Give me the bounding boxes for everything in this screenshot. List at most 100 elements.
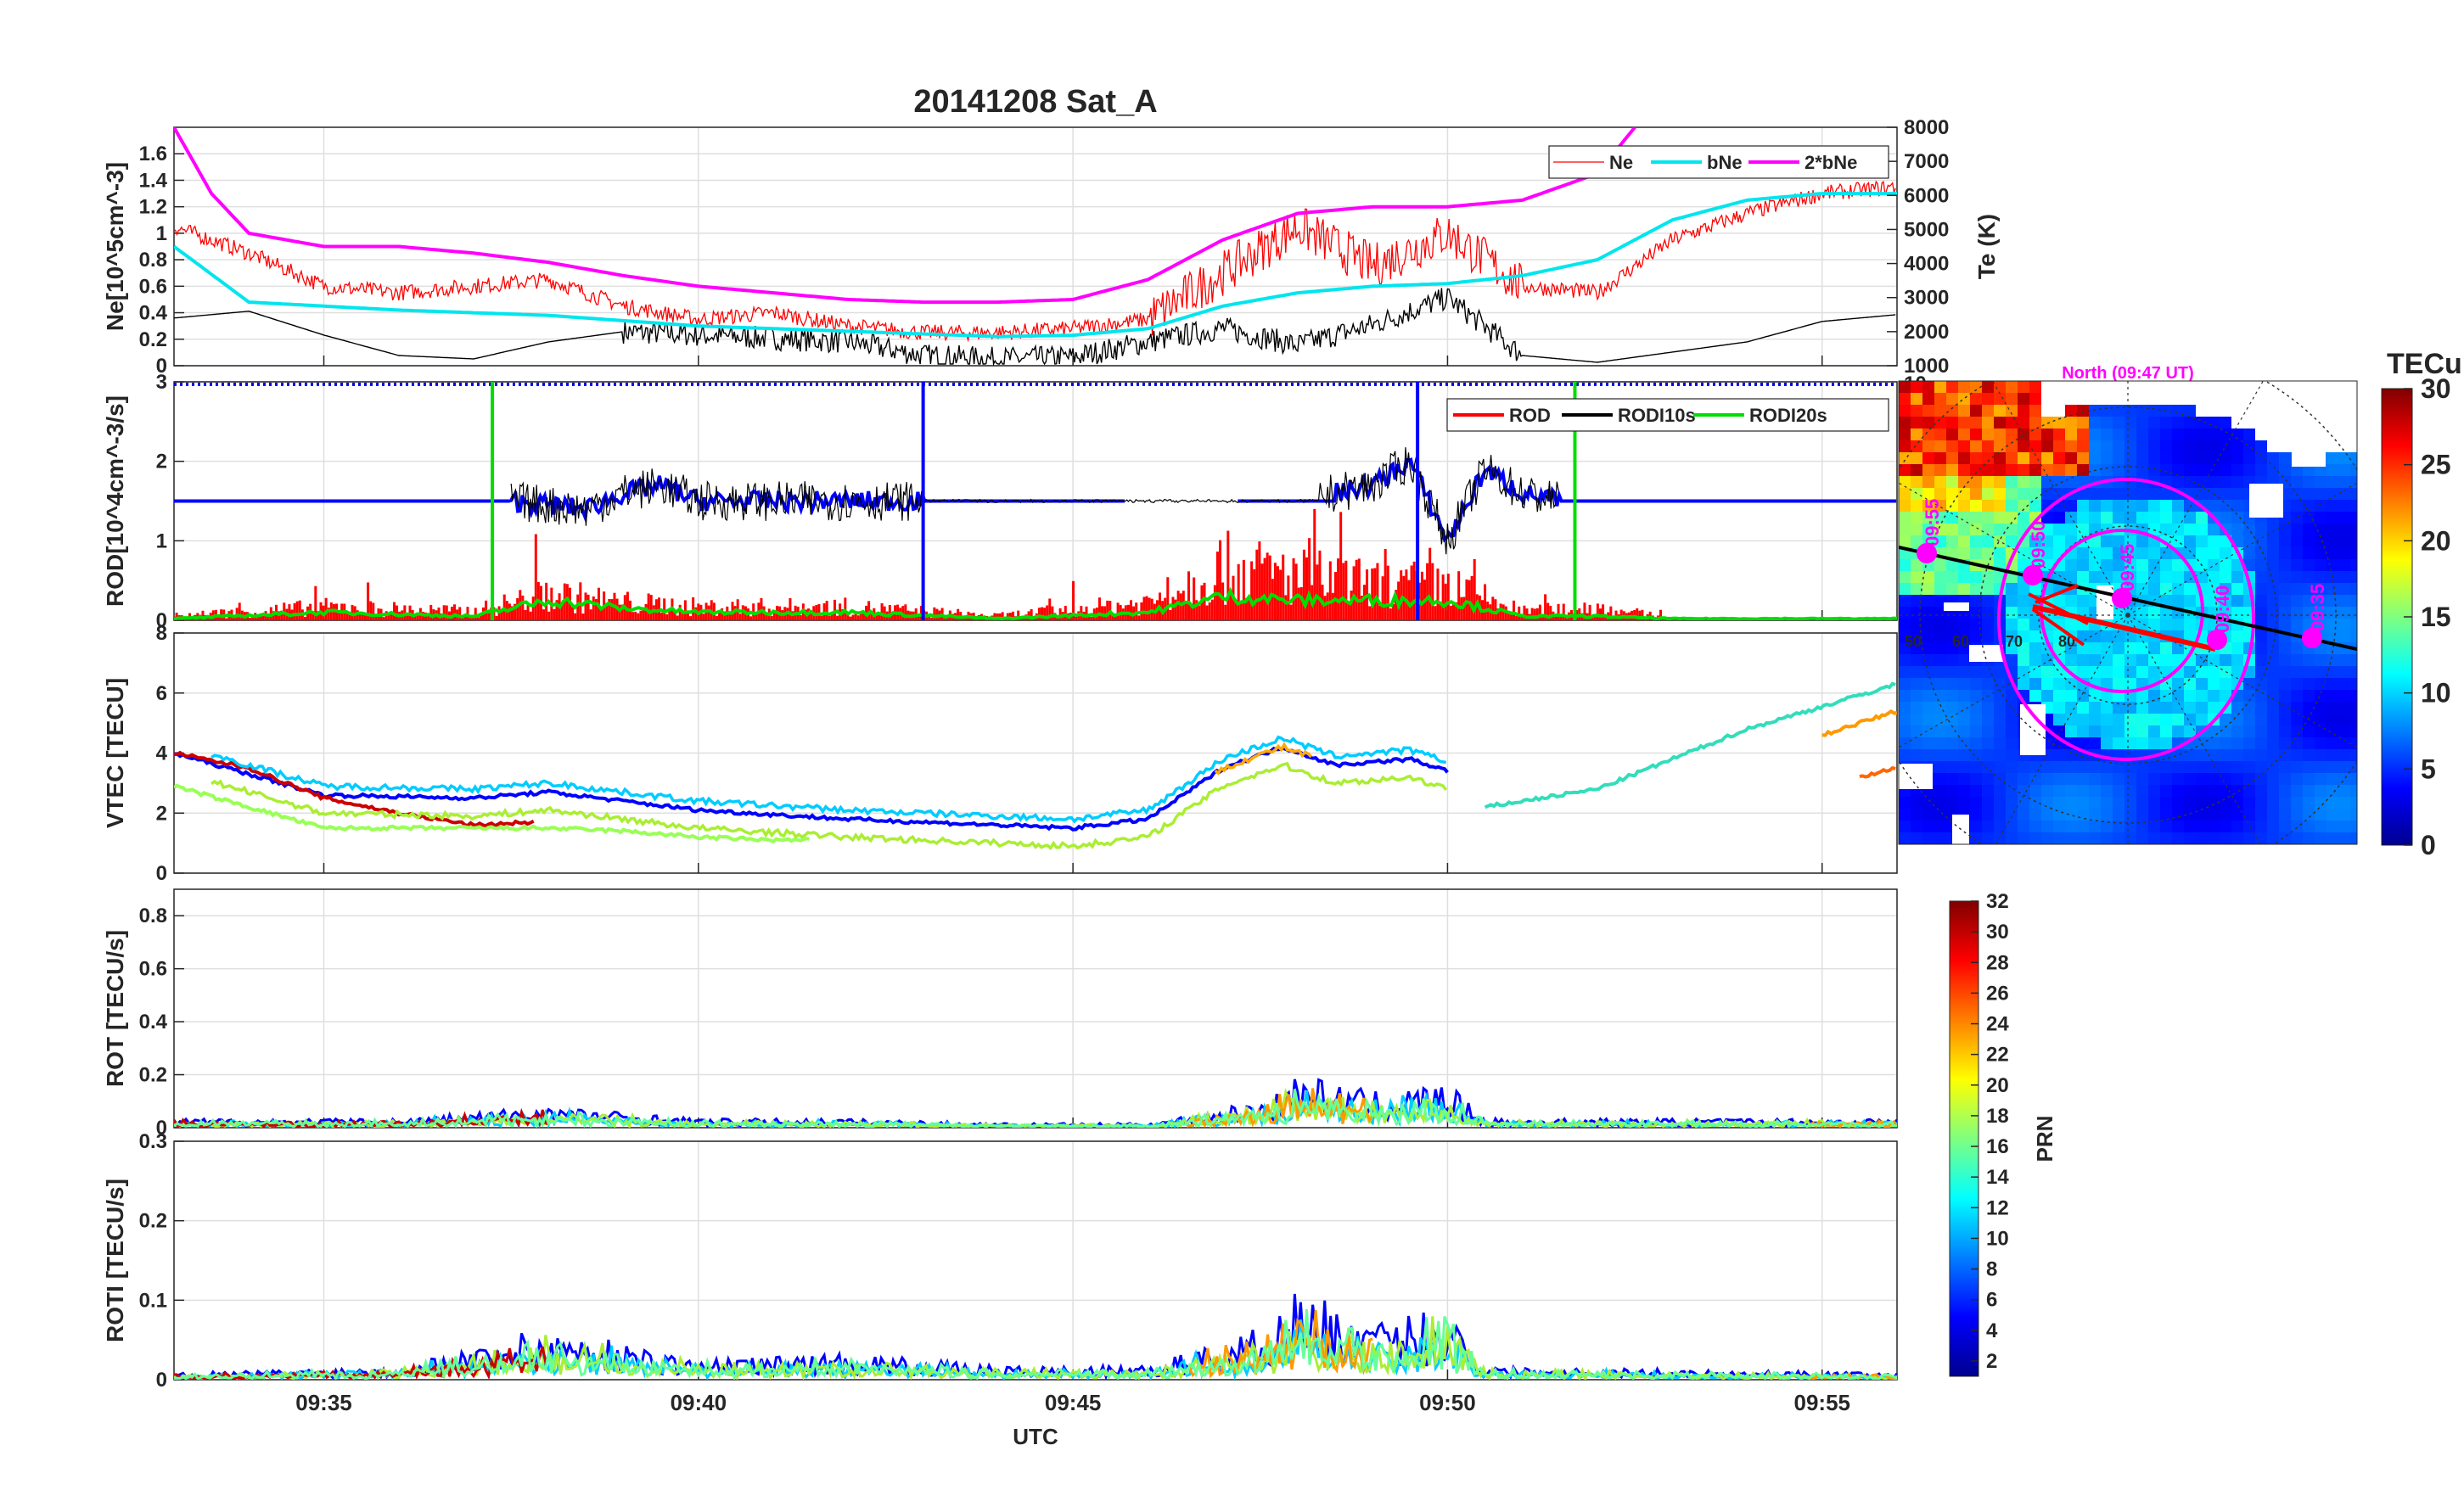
series-bne: [174, 192, 1897, 339]
panel-ne: 0 0.2 0.4 0.6 0.8 1 1.2 1.4 1.6 Ne[10^5cm^-3] 1000…: [102, 116, 2000, 378]
legend-item: bNe: [1707, 152, 1743, 173]
y-tick-label: 1: [156, 529, 167, 552]
series-ne: [174, 180, 1896, 343]
y-tick-label: 1.4: [139, 169, 168, 192]
y-tick-label: 1.6: [139, 143, 167, 165]
legend-rod: ROD RODI10s RODI20s: [1446, 398, 1889, 432]
y-tick-label: 0: [156, 1369, 167, 1392]
map-title: North (09:47 UT): [2062, 364, 2194, 383]
y2-tick-label: 7000: [1904, 150, 1949, 173]
track-marker: [2302, 628, 2322, 648]
panel-rot: 0 0.2 0.4 0.6 0.8 ROT [TECU/s]: [102, 888, 1898, 1140]
y-axis-label-rod: ROD[10^4cm^-3/s]: [102, 395, 128, 607]
tecu-colorbar-title: TECu: [2387, 348, 2462, 380]
prn-tick-label: 16: [1986, 1135, 2009, 1158]
x-tick-label: 09:50: [1419, 1390, 1476, 1415]
y-tick-label: 1.2: [139, 196, 167, 219]
prn-tick-label: 28: [1986, 951, 2009, 974]
y-axis-label-ne: Ne[10^5cm^-3]: [102, 162, 128, 331]
prn-colorbar-label: PRN: [2032, 1116, 2057, 1162]
y-tick-label: 0.6: [139, 275, 167, 298]
y-tick-label: 0: [156, 862, 167, 885]
series-vtec: [174, 783, 810, 844]
y-tick-label: 0: [156, 355, 167, 378]
prn-tick-label: 18: [1986, 1105, 2009, 1128]
y2-tick-label: 2000: [1904, 321, 1949, 344]
prn-tick-label: 12: [1986, 1196, 2009, 1219]
panel-roti: 0 0.1 0.2 0.3 ROTI [TECU/s]: [102, 1130, 1898, 1392]
y-tick-label: 2: [156, 802, 167, 825]
y-tick-label: 0.4: [139, 302, 168, 325]
prn-tick-label: 24: [1986, 1013, 2009, 1036]
tecu-tick-label: 15: [2421, 602, 2451, 632]
tecu-tick-label: 25: [2421, 450, 2451, 480]
x-tick-label: 09:55: [1793, 1390, 1850, 1415]
prn-tick-label: 14: [1986, 1166, 2009, 1189]
track-marker: [1917, 543, 1937, 563]
x-axis-label: UTC: [1013, 1424, 1058, 1449]
y-tick-label: 4: [156, 742, 168, 765]
prn-tick-label: 4: [1986, 1319, 1998, 1342]
legend-item: ROD: [1509, 405, 1551, 426]
legend-item: RODI10s: [1618, 405, 1696, 426]
y2-tick-label: 4000: [1904, 253, 1949, 276]
prn-tick-label: 6: [1986, 1289, 1997, 1312]
series-rot: [174, 1309, 1897, 1380]
series-vtec: [1821, 709, 1897, 737]
lat-label: 70: [2006, 633, 2023, 650]
series-rot: [1187, 1309, 1373, 1379]
y2-tick-label: 8000: [1904, 116, 1949, 139]
lat-label: 60: [1952, 633, 1969, 650]
y-axis-label-roti: ROTI [TECU/s]: [102, 1179, 128, 1342]
series-rot: [1186, 1088, 1374, 1128]
legend-ne: Ne bNe 2*bNe: [1548, 145, 1889, 179]
y-tick-label: 0.3: [139, 1130, 167, 1153]
track-marker: [2023, 565, 2043, 585]
x-tick-label: 09:35: [295, 1390, 352, 1415]
series-vtec: [1859, 765, 1896, 779]
y2-tick-label: 5000: [1904, 218, 1949, 241]
panel-vtec: 0 2 4 6 8 VTEC [TECU]: [102, 622, 1898, 885]
track-time-label: 09:55: [1922, 499, 1943, 546]
series-rodi20s: [174, 586, 1897, 620]
track-time-label: 09:45: [2117, 544, 2138, 591]
y-tick-label: 8: [156, 622, 167, 645]
legend-item: RODI20s: [1749, 405, 1827, 426]
y-axis-label-vtec: VTEC [TECU]: [102, 678, 128, 828]
tecu-tick-label: 20: [2421, 525, 2451, 556]
y-tick-label: 0.6: [139, 958, 167, 981]
series-vtec: [210, 735, 1446, 824]
track-marker: [2112, 588, 2132, 608]
y-tick-label: 6: [156, 682, 167, 705]
y-tick-label: 0.2: [139, 1064, 167, 1087]
y2-tick-label: 6000: [1904, 184, 1949, 207]
track-marker: [2207, 630, 2227, 650]
series-2bne: [174, 127, 1636, 305]
lat-label: 50: [1905, 633, 1922, 650]
series-vtec: [210, 762, 1448, 851]
y-tick-label: 3: [156, 371, 167, 394]
y-tick-label: 0: [156, 1117, 167, 1140]
series-vtec: [1484, 681, 1896, 809]
tecu-tick-label: 0: [2421, 830, 2436, 860]
y-tick-label: 0.2: [139, 1210, 167, 1233]
panel-frame: [173, 888, 1898, 1129]
track-segment: [2032, 604, 2216, 652]
prn-tick-label: 2: [1986, 1350, 1997, 1373]
tecu-tick-label: 5: [2421, 753, 2436, 784]
track-time-label: 09:35: [2307, 584, 2328, 631]
legend-item: Ne: [1609, 152, 1633, 173]
x-tick-label: 09:45: [1045, 1390, 1102, 1415]
prn-tick-label: 20: [1986, 1074, 2009, 1097]
prn-tick-label: 26: [1986, 982, 2009, 1005]
y2-tick-label: 1000: [1904, 355, 1949, 378]
series-vtec: [174, 750, 535, 828]
track-time-label: 09:40: [2212, 585, 2233, 633]
y-tick-label: 0.2: [139, 328, 167, 351]
x-tick-label: 09:40: [671, 1390, 727, 1415]
tecu-colorbar: TECu 0 5 10 15 20 25 30: [2381, 348, 2462, 860]
series-rod-ref: [174, 475, 1125, 524]
y-tick-label: 0.1: [139, 1289, 167, 1312]
